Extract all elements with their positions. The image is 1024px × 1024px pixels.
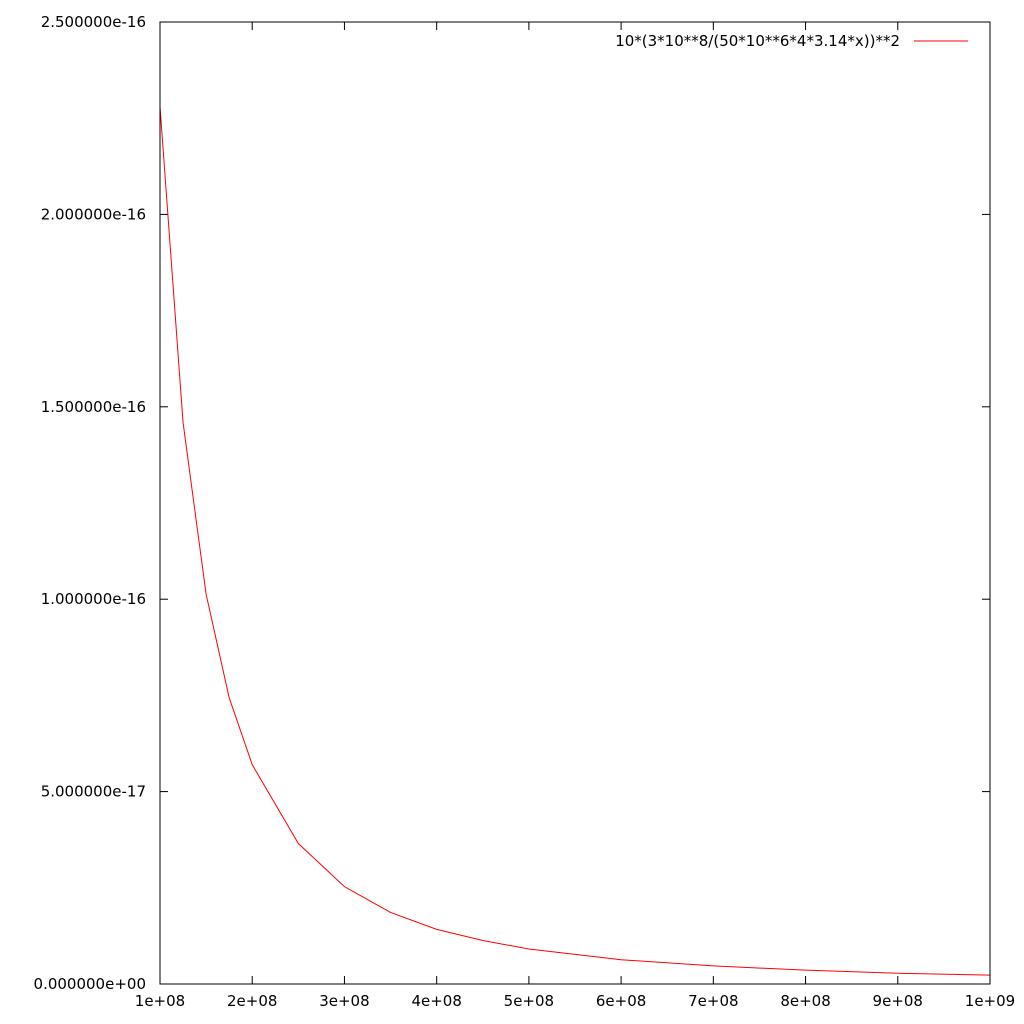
legend: 10*(3*10**8/(50*10**6*4*3.14*x))**2: [615, 32, 968, 50]
x-tick-label: 7e+08: [688, 992, 738, 1010]
legend-label: 10*(3*10**8/(50*10**6*4*3.14*x))**2: [615, 32, 900, 50]
x-tick-label: 4e+08: [411, 992, 461, 1010]
x-tick-label: 2e+08: [227, 992, 277, 1010]
y-tick-label: 2.500000e-16: [41, 13, 146, 31]
plot-area-border: [159, 21, 991, 985]
tick-labels: 0.000000e+00 5.000000e-17 1.000000e-16 1.50…: [34, 13, 1016, 1010]
series-line: [159, 106, 991, 976]
x-tick-label: 9e+08: [873, 992, 923, 1010]
series-lines: [159, 106, 991, 976]
y-tick-label: 1.500000e-16: [41, 398, 146, 416]
y-tick-label: 2.000000e-16: [41, 205, 146, 223]
x-tick-label: 1e+09: [965, 992, 1015, 1010]
x-tick-label: 1e+08: [135, 992, 185, 1010]
x-tick-label: 6e+08: [596, 992, 646, 1010]
y-tick-label: 5.000000e-17: [41, 783, 146, 801]
y-tick-label: 1.000000e-16: [41, 590, 146, 608]
y-tick-label: 0.000000e+00: [34, 975, 146, 993]
x-tick-label: 3e+08: [319, 992, 369, 1010]
x-tick-label: 5e+08: [504, 992, 554, 1010]
x-tick-label: 8e+08: [780, 992, 830, 1010]
tick-marks: [159, 21, 991, 985]
